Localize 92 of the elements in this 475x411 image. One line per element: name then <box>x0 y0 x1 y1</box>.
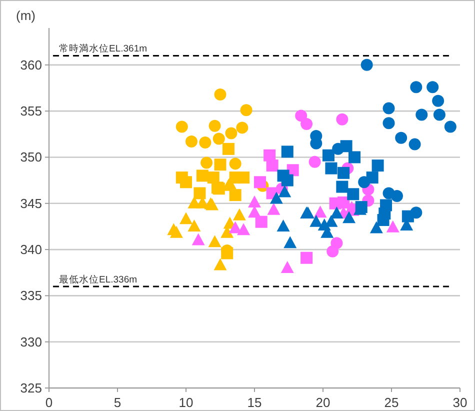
point <box>196 170 208 182</box>
point <box>214 158 226 171</box>
point <box>176 120 188 133</box>
point <box>185 136 198 148</box>
y-tick-label: 345 <box>20 196 42 211</box>
x-tick-label: 30 <box>452 395 468 410</box>
point <box>338 166 350 179</box>
point <box>336 113 348 126</box>
point <box>267 202 280 215</box>
point <box>240 104 252 116</box>
point <box>232 208 246 220</box>
y-tick-label: 355 <box>20 104 42 119</box>
point <box>188 219 201 232</box>
point <box>221 247 234 260</box>
point <box>377 214 390 226</box>
point <box>229 158 242 170</box>
point <box>360 58 373 71</box>
point <box>284 236 297 248</box>
point <box>382 102 395 114</box>
point <box>402 210 414 222</box>
point <box>395 132 408 144</box>
point <box>270 192 283 204</box>
point <box>170 226 183 238</box>
point <box>348 151 361 164</box>
y-axis-title: (m) <box>16 8 36 23</box>
point <box>310 214 323 227</box>
point <box>266 160 278 172</box>
point <box>370 221 383 234</box>
point <box>229 189 242 202</box>
point <box>300 118 313 130</box>
point <box>192 233 205 246</box>
point <box>390 190 403 202</box>
point <box>280 261 294 273</box>
point <box>222 142 234 155</box>
point <box>254 176 266 188</box>
point <box>281 146 294 158</box>
point <box>276 219 290 232</box>
point <box>322 149 334 162</box>
x-tick-label: 5 <box>114 395 122 410</box>
point <box>208 120 221 132</box>
point <box>432 94 444 107</box>
point <box>444 120 456 133</box>
point <box>408 138 421 150</box>
point <box>372 160 384 172</box>
point <box>382 117 395 130</box>
point <box>180 212 192 224</box>
point <box>238 172 250 184</box>
y-tick-label: 360 <box>20 57 42 72</box>
point <box>347 188 360 200</box>
y-tick-label: 325 <box>20 380 42 396</box>
point <box>248 195 261 208</box>
point <box>340 140 352 152</box>
point <box>410 81 422 94</box>
x-tick-label: 10 <box>178 395 194 410</box>
y-tick-label: 340 <box>20 242 42 258</box>
point <box>199 136 212 148</box>
point <box>237 223 250 236</box>
point <box>255 216 268 228</box>
point <box>295 110 308 122</box>
point <box>386 220 400 232</box>
y-tick-label: 350 <box>20 150 42 165</box>
point <box>416 108 428 121</box>
y-tick-label: 335 <box>20 288 42 304</box>
x-tick-label: 0 <box>45 395 53 410</box>
point <box>200 156 213 169</box>
point <box>330 206 344 219</box>
point <box>300 252 313 264</box>
point <box>366 172 378 184</box>
point <box>225 127 238 140</box>
x-tick-label: 25 <box>384 395 399 410</box>
point <box>228 221 242 234</box>
ref-line-label: 常時満水位EL.361m <box>59 42 148 55</box>
point <box>194 187 206 200</box>
ref-line-label: 最低水位EL.336m <box>59 273 138 286</box>
point <box>214 258 227 270</box>
point <box>324 214 338 227</box>
point <box>325 162 338 174</box>
point <box>308 156 321 168</box>
point <box>342 211 356 224</box>
x-tick-label: 20 <box>316 395 330 410</box>
point <box>314 206 327 218</box>
point <box>214 88 226 100</box>
x-tick-label: 15 <box>247 395 262 410</box>
point <box>426 81 439 94</box>
point <box>278 185 292 198</box>
point <box>208 235 222 248</box>
point <box>236 122 248 134</box>
point <box>326 245 339 258</box>
y-tick-label: 330 <box>20 334 42 350</box>
point <box>336 180 348 193</box>
point <box>433 108 446 121</box>
point <box>212 132 225 145</box>
